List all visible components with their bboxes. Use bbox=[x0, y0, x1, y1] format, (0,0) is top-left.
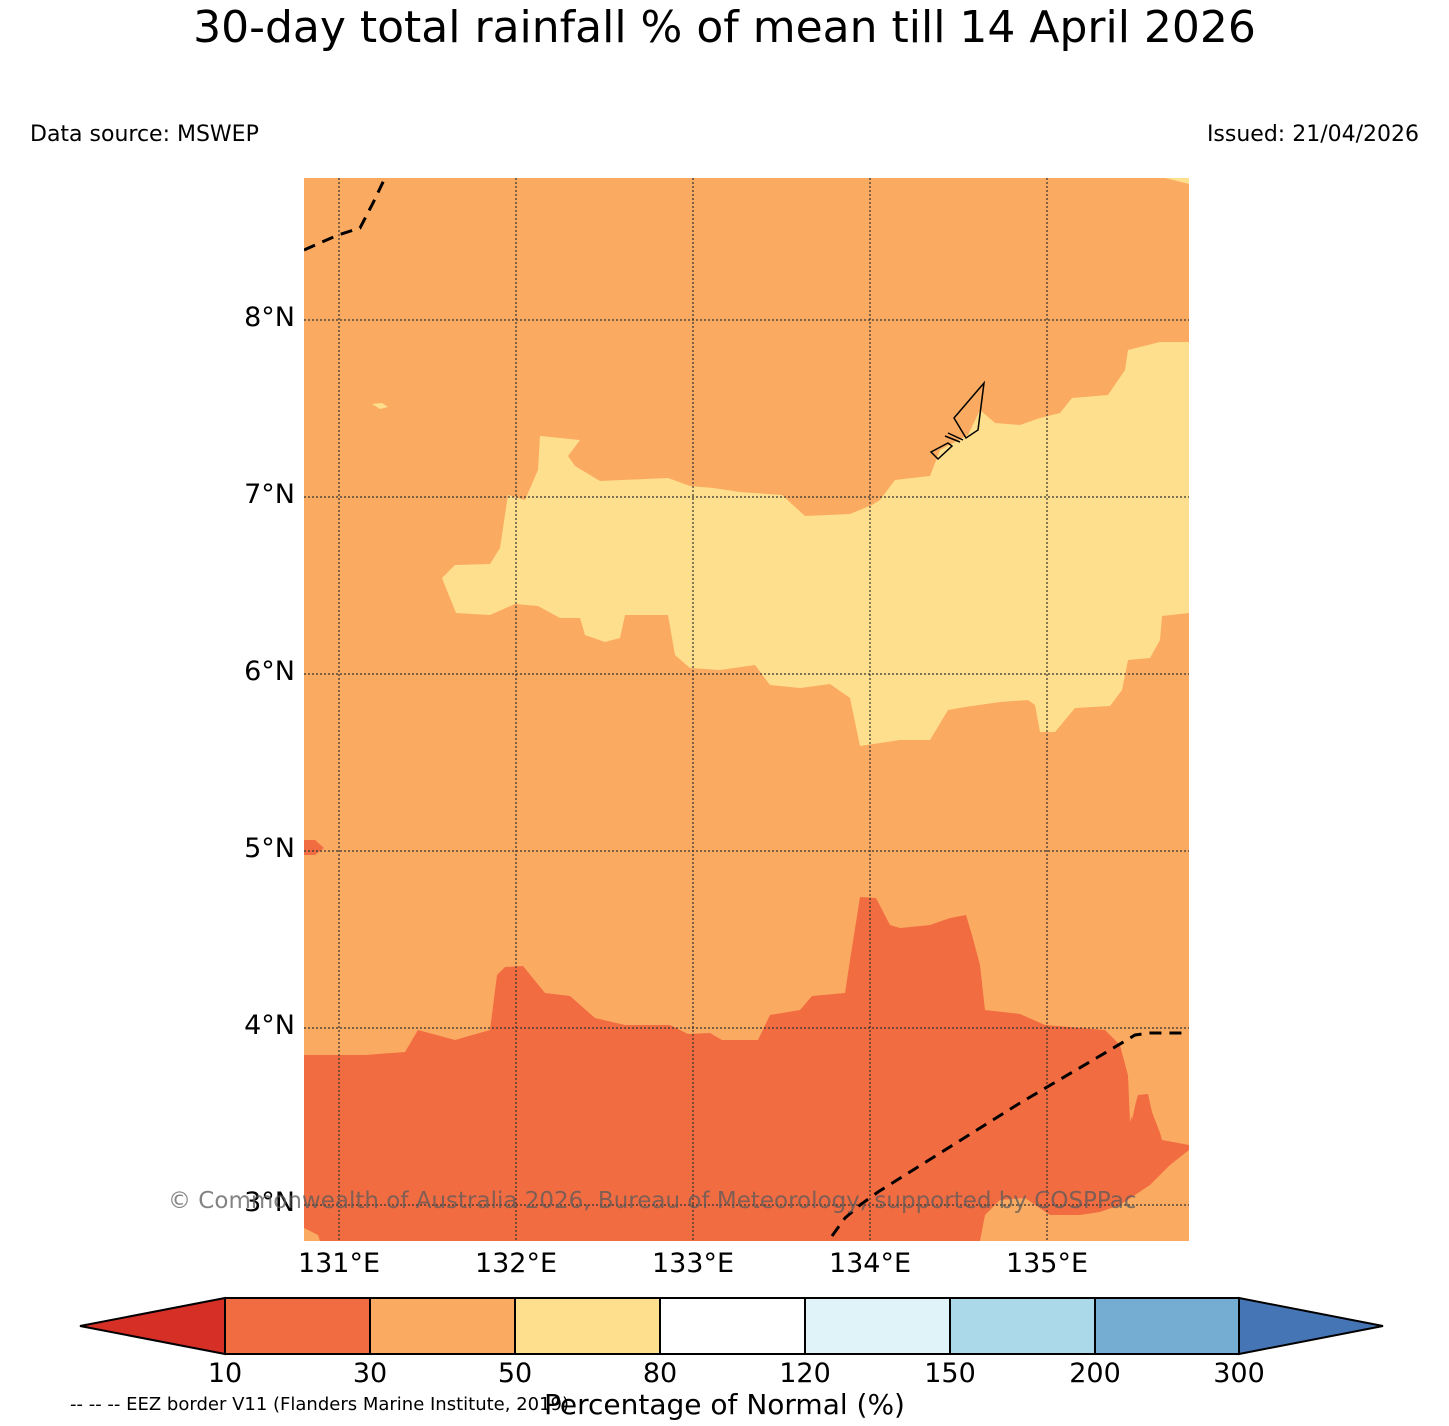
colorbar-label: Percentage of Normal (%) bbox=[544, 1388, 905, 1421]
lat-label: 8°N bbox=[244, 302, 295, 333]
lon-label: 134°E bbox=[828, 1248, 912, 1279]
colorbar-extend-low bbox=[79, 1296, 226, 1356]
colorbar-extend-high bbox=[1238, 1296, 1384, 1356]
lon-label: 135°E bbox=[1005, 1248, 1089, 1279]
colorbar-tick: 50 bbox=[497, 1358, 533, 1389]
colorbar-bin bbox=[224, 1297, 371, 1355]
colorbar bbox=[79, 1296, 1384, 1356]
colorbar-tick: 150 bbox=[924, 1358, 976, 1389]
page-title: 30-day total rainfall % of mean till 14 … bbox=[193, 2, 1256, 53]
lon-label: 132°E bbox=[474, 1248, 558, 1279]
lon-label: 131°E bbox=[297, 1248, 381, 1279]
colorbar-tick: 10 bbox=[207, 1358, 243, 1389]
lat-label: 6°N bbox=[244, 656, 295, 687]
rainfall-map bbox=[304, 178, 1189, 1241]
lon-label: 133°E bbox=[651, 1248, 735, 1279]
colorbar-tick: 80 bbox=[642, 1358, 678, 1389]
data-source: Data source: MSWEP bbox=[30, 122, 259, 147]
colorbar-bin bbox=[369, 1297, 516, 1355]
lat-label: 7°N bbox=[244, 479, 295, 510]
colorbar-tick: 300 bbox=[1213, 1358, 1265, 1389]
colorbar-bin bbox=[1094, 1297, 1240, 1355]
island-outline bbox=[929, 380, 986, 461]
colorbar-bin bbox=[514, 1297, 661, 1355]
colorbar-tick: 30 bbox=[352, 1358, 388, 1389]
colorbar-tick: 200 bbox=[1069, 1358, 1121, 1389]
colorbar-tick: 120 bbox=[779, 1358, 831, 1389]
zone-50-80 bbox=[442, 342, 1189, 746]
eez-border bbox=[304, 179, 1186, 1237]
issued-date: Issued: 21/04/2026 bbox=[1206, 122, 1419, 147]
copyright-notice: © Commonwealth of Australia 2026, Bureau… bbox=[168, 1188, 1137, 1214]
lat-label: 5°N bbox=[244, 833, 295, 864]
eez-legend-note: -- -- -- EEZ border V11 (Flanders Marine… bbox=[70, 1394, 570, 1415]
colorbar-bin bbox=[949, 1297, 1096, 1355]
lat-label: 4°N bbox=[244, 1010, 295, 1041]
zone-10-30 bbox=[304, 897, 1189, 1241]
colorbar-bin bbox=[659, 1297, 806, 1355]
lat-label: 3°N bbox=[244, 1187, 295, 1218]
graticule bbox=[304, 178, 1189, 1241]
colorbar-bin bbox=[804, 1297, 951, 1355]
